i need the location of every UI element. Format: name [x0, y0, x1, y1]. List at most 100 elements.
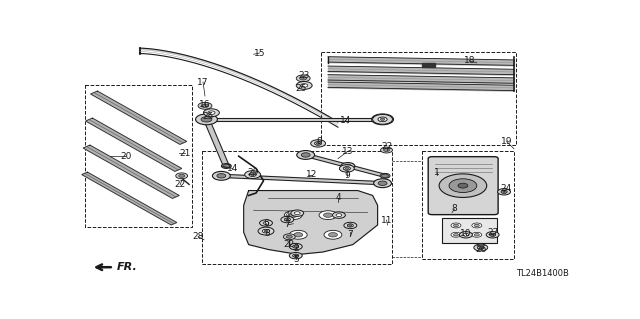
Circle shape	[202, 117, 211, 122]
Circle shape	[212, 171, 230, 180]
Circle shape	[477, 246, 484, 249]
Polygon shape	[304, 154, 387, 177]
Circle shape	[477, 246, 484, 249]
Circle shape	[348, 224, 353, 227]
Circle shape	[319, 211, 337, 219]
Circle shape	[294, 255, 297, 256]
Bar	[422, 151, 514, 259]
Circle shape	[284, 218, 291, 221]
Text: 17: 17	[197, 78, 209, 86]
Circle shape	[249, 173, 256, 176]
Text: 28: 28	[193, 232, 204, 241]
Circle shape	[474, 244, 488, 251]
Circle shape	[223, 164, 230, 168]
Text: 14: 14	[340, 116, 351, 125]
Circle shape	[281, 216, 294, 223]
Circle shape	[381, 147, 392, 153]
Circle shape	[451, 232, 461, 237]
Circle shape	[258, 227, 274, 235]
Text: 25: 25	[202, 112, 214, 121]
Text: 26: 26	[475, 245, 486, 254]
Polygon shape	[207, 118, 383, 121]
Circle shape	[451, 223, 461, 228]
Text: 9: 9	[344, 171, 349, 180]
Text: 29: 29	[247, 168, 259, 177]
Circle shape	[374, 179, 392, 188]
Circle shape	[286, 235, 292, 238]
Circle shape	[296, 75, 310, 82]
Circle shape	[380, 174, 390, 178]
Text: 22: 22	[381, 142, 392, 151]
Text: 13: 13	[342, 147, 353, 156]
Circle shape	[315, 142, 321, 145]
Circle shape	[381, 174, 388, 178]
Circle shape	[286, 219, 289, 220]
Circle shape	[349, 225, 352, 226]
Circle shape	[301, 152, 310, 157]
Circle shape	[293, 245, 299, 248]
Circle shape	[460, 232, 472, 238]
Circle shape	[458, 183, 468, 188]
Text: 12: 12	[307, 170, 318, 179]
Circle shape	[292, 254, 299, 257]
Text: 18: 18	[463, 56, 475, 65]
Circle shape	[454, 224, 458, 227]
Circle shape	[378, 117, 387, 122]
Circle shape	[501, 190, 507, 193]
Circle shape	[339, 165, 355, 172]
Circle shape	[302, 153, 309, 157]
Circle shape	[251, 174, 254, 175]
Text: 19: 19	[501, 137, 512, 146]
Text: 4: 4	[335, 193, 340, 203]
Polygon shape	[204, 119, 229, 166]
Circle shape	[221, 164, 231, 168]
Circle shape	[324, 213, 332, 217]
Bar	[202, 151, 392, 264]
Circle shape	[372, 115, 392, 124]
Circle shape	[336, 214, 342, 217]
Bar	[422, 63, 435, 67]
Polygon shape	[82, 172, 177, 225]
Circle shape	[294, 233, 303, 237]
Text: 7: 7	[348, 230, 353, 239]
Text: 16: 16	[199, 100, 211, 108]
Circle shape	[472, 223, 482, 228]
Text: 2: 2	[293, 244, 299, 253]
Circle shape	[463, 233, 468, 236]
Circle shape	[301, 84, 308, 87]
Circle shape	[501, 190, 507, 193]
Text: FR.: FR.	[116, 262, 138, 272]
Circle shape	[332, 212, 346, 218]
Circle shape	[344, 164, 351, 168]
Polygon shape	[91, 91, 187, 145]
Text: 27: 27	[487, 228, 499, 237]
Circle shape	[341, 163, 355, 169]
Circle shape	[216, 173, 227, 178]
Circle shape	[284, 234, 295, 240]
Polygon shape	[221, 174, 383, 185]
Circle shape	[201, 117, 212, 122]
Circle shape	[378, 181, 387, 185]
Circle shape	[262, 229, 269, 233]
Text: 3: 3	[264, 229, 270, 238]
Text: 20: 20	[120, 152, 131, 161]
Bar	[85, 85, 191, 227]
Circle shape	[198, 102, 212, 109]
Circle shape	[372, 114, 394, 125]
Circle shape	[217, 174, 226, 178]
Circle shape	[383, 149, 390, 152]
Circle shape	[324, 230, 342, 239]
Text: 21: 21	[179, 149, 191, 158]
Circle shape	[196, 114, 218, 125]
Text: 24: 24	[500, 184, 511, 193]
Circle shape	[284, 218, 290, 221]
Polygon shape	[244, 190, 378, 255]
Circle shape	[328, 233, 337, 237]
Circle shape	[378, 117, 387, 122]
Circle shape	[379, 118, 386, 121]
Circle shape	[316, 143, 320, 144]
Circle shape	[474, 224, 479, 227]
Text: 6: 6	[263, 219, 269, 228]
Circle shape	[244, 171, 260, 179]
Circle shape	[249, 173, 256, 176]
